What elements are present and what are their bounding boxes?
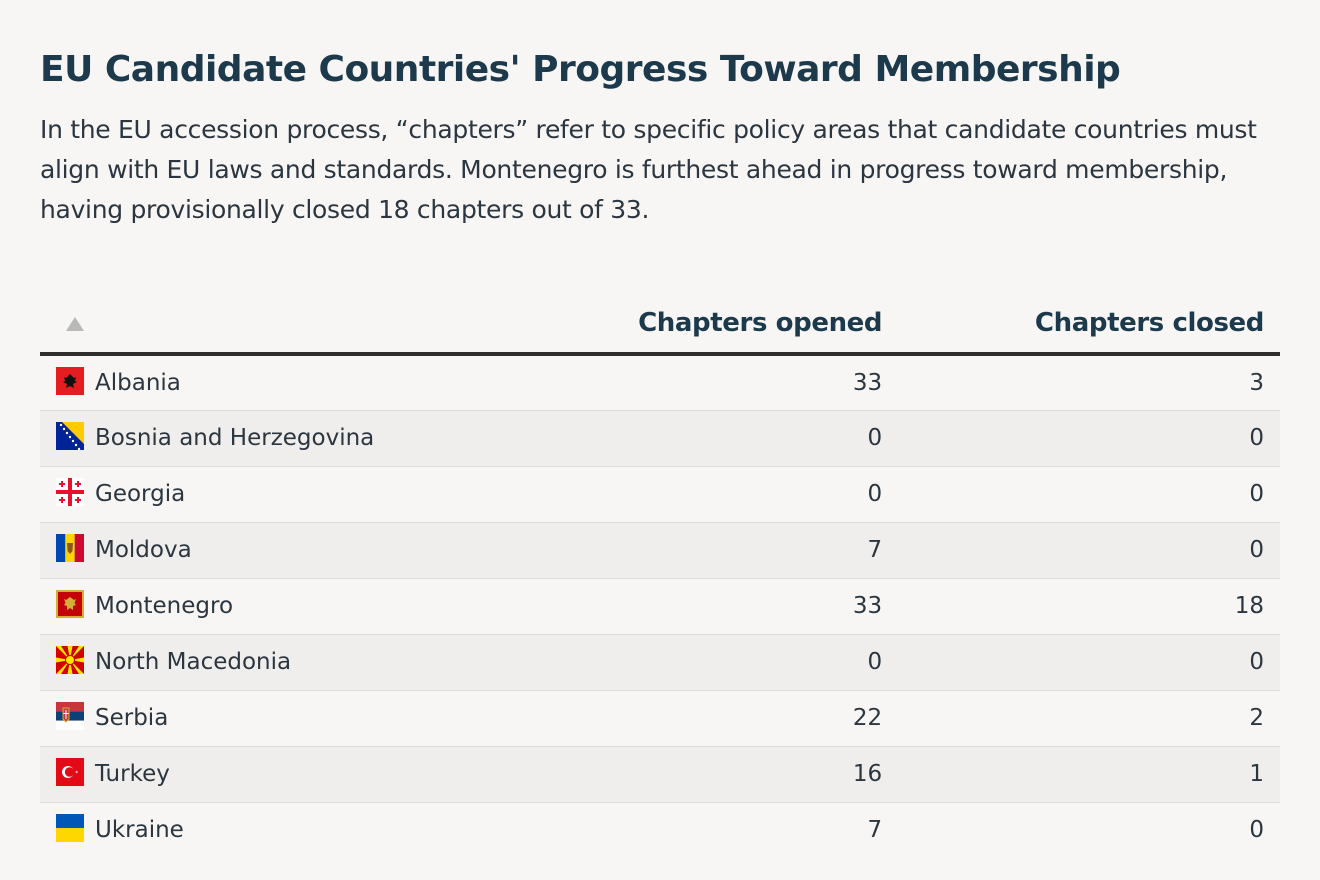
sort-ascending-icon[interactable] [66, 316, 84, 331]
montenegro-flag-icon [56, 590, 84, 618]
country-name: North Macedonia [95, 649, 292, 675]
country-cell: Turkey [40, 746, 486, 803]
country-name: Turkey [95, 761, 170, 787]
country-cell: Bosnia and Herzegovina [40, 410, 486, 467]
chapters-closed-header[interactable]: Chapters closed [882, 294, 1280, 356]
chapters-opened-cell: 33 [486, 578, 883, 635]
country-name: Moldova [95, 537, 192, 563]
moldova-flag-icon [56, 534, 84, 562]
chapters-closed-cell: 0 [882, 410, 1280, 467]
chapters-opened-cell: 7 [867, 817, 883, 844]
country-cell: Ukraine [40, 802, 486, 858]
chapters-closed-cell: 18 [882, 578, 1280, 635]
country-cell: Moldova [40, 522, 486, 579]
candidate-countries-table: Chapters opened Chapters closed Albania … [40, 294, 1280, 858]
chapters-closed-cell: 0 [882, 522, 1280, 579]
chapters-opened-cell: 22 [486, 690, 883, 747]
chapters-opened-cell: 33 [486, 354, 883, 411]
country-cell: Montenegro [40, 578, 486, 635]
chapters-closed-cell: 3 [882, 354, 1280, 411]
country-cell: Georgia [40, 466, 486, 523]
country-column-header[interactable] [40, 294, 486, 356]
north-macedonia-flag-icon [56, 646, 84, 674]
table-row: Serbia 22 2 [40, 690, 1280, 747]
chapters-closed-cell: 1 [882, 746, 1280, 803]
country-name: Serbia [95, 705, 169, 731]
page-content: EU Candidate Countries' Progress Toward … [40, 44, 1280, 843]
chapters-opened-cell: 16 [486, 746, 883, 803]
table-row: Ukraine 7 0 [40, 802, 1280, 858]
ukraine-flag-icon [56, 814, 84, 843]
chapters-opened-cell: 7 [486, 522, 883, 579]
country-cell: Albania [40, 354, 486, 411]
table-row: Turkey 16 1 [40, 746, 1280, 803]
country-cell: Serbia [40, 690, 486, 747]
table-row: Moldova 7 0 [40, 522, 1280, 579]
country-cell: North Macedonia [40, 634, 486, 691]
country-name: Bosnia and Herzegovina [95, 425, 375, 451]
chapters-closed-cell: 2 [882, 690, 1280, 747]
chapters-opened-header[interactable]: Chapters opened [486, 294, 883, 356]
chapters-opened-cell: 0 [486, 410, 883, 467]
table-row: Bosnia and Herzegovina 0 0 [40, 410, 1280, 467]
turkey-flag-icon [56, 758, 84, 786]
table-row: Montenegro 33 18 [40, 578, 1280, 635]
table-row: North Macedonia 0 0 [40, 634, 1280, 691]
serbia-flag-icon [56, 702, 84, 730]
table-row: Georgia 0 0 [40, 466, 1280, 523]
chapters-closed-cell: 0 [882, 466, 1280, 523]
page-title: EU Candidate Countries' Progress Toward … [40, 49, 1121, 90]
chapters-closed-cell: 0 [1249, 817, 1264, 844]
albania-flag-icon [56, 366, 84, 395]
chapters-opened-cell: 0 [486, 466, 883, 523]
page-subtitle: In the EU accession process, “chapters” … [40, 115, 1257, 224]
georgia-flag-icon [56, 478, 84, 506]
country-name: Georgia [95, 481, 186, 507]
bosnia-flag-icon [56, 422, 84, 450]
chapters-opened-cell: 0 [486, 634, 883, 691]
country-name: Albania [95, 369, 181, 396]
table-header-row: Chapters opened Chapters closed [40, 294, 1280, 356]
chapters-closed-cell: 0 [882, 634, 1280, 691]
country-name: Montenegro [95, 593, 234, 619]
country-name: Ukraine [95, 817, 184, 844]
table-row: Albania 33 3 [40, 354, 1280, 411]
